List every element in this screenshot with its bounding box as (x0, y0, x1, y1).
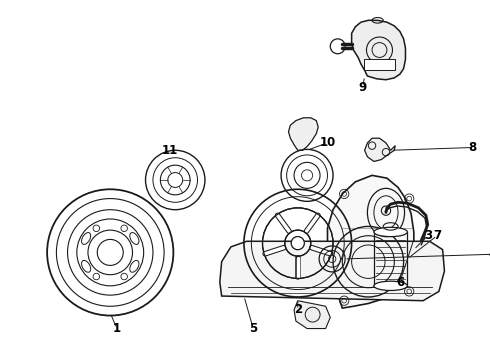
Polygon shape (289, 118, 318, 150)
Text: 3: 3 (424, 229, 432, 242)
Text: 7: 7 (433, 229, 441, 242)
Polygon shape (364, 59, 395, 71)
Text: 9: 9 (359, 81, 367, 94)
Circle shape (291, 237, 304, 249)
Polygon shape (220, 241, 444, 301)
Polygon shape (327, 175, 414, 308)
Circle shape (291, 237, 304, 249)
Ellipse shape (374, 228, 407, 237)
Polygon shape (352, 20, 405, 80)
Text: 2: 2 (294, 303, 302, 316)
Text: 10: 10 (319, 136, 336, 149)
Text: 8: 8 (468, 141, 476, 154)
Polygon shape (294, 301, 330, 329)
Ellipse shape (374, 281, 407, 291)
Polygon shape (365, 138, 395, 161)
Text: 1: 1 (113, 322, 121, 335)
Text: 6: 6 (396, 276, 404, 289)
Text: 11: 11 (162, 144, 178, 157)
Text: 5: 5 (249, 322, 257, 335)
Text: 4: 4 (489, 248, 490, 261)
